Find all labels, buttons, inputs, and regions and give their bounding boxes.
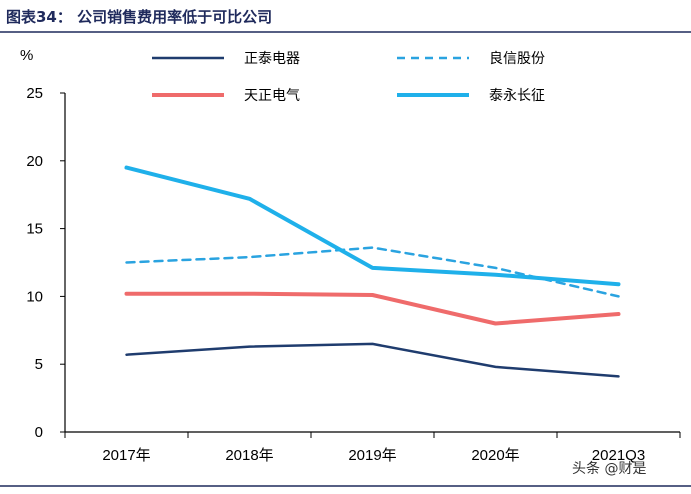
x-tick-label: 2021Q3 — [592, 447, 645, 464]
series-layer — [124, 165, 621, 378]
x-tick-label: 2017年 — [102, 447, 150, 464]
watermark: 头条 @财是 — [572, 460, 646, 477]
x-tick-label: 2018年 — [225, 447, 273, 464]
y-tick-label: 0 — [35, 424, 43, 441]
axes: 0 5 10 15 20 25 2017年 2018年 2019年 2020年 2021Q3 — [26, 85, 681, 464]
series-line-1 — [125, 342, 620, 378]
y-tick-label: 5 — [35, 356, 43, 373]
series-line-2 — [125, 246, 620, 298]
y-tick-label: 15 — [26, 221, 43, 238]
chart-title: 图表34： 公司销售费用率低于可比公司 — [6, 8, 272, 26]
y-tick-label: 20 — [26, 153, 43, 170]
x-tick-label: 2020年 — [471, 447, 519, 464]
series-line-3 — [124, 291, 621, 326]
legend-label: 正泰电器 — [244, 51, 300, 67]
legend-label: 泰永长征 — [489, 88, 545, 104]
x-tick-label: 2019年 — [348, 447, 396, 464]
legend-label: 天正电气 — [244, 88, 300, 104]
legend-label: 良信股份 — [489, 51, 545, 67]
y-axis-unit: % — [20, 47, 33, 64]
y-tick-label: 10 — [26, 288, 43, 305]
series-line-4 — [124, 165, 621, 287]
y-tick-label: 25 — [26, 85, 43, 102]
